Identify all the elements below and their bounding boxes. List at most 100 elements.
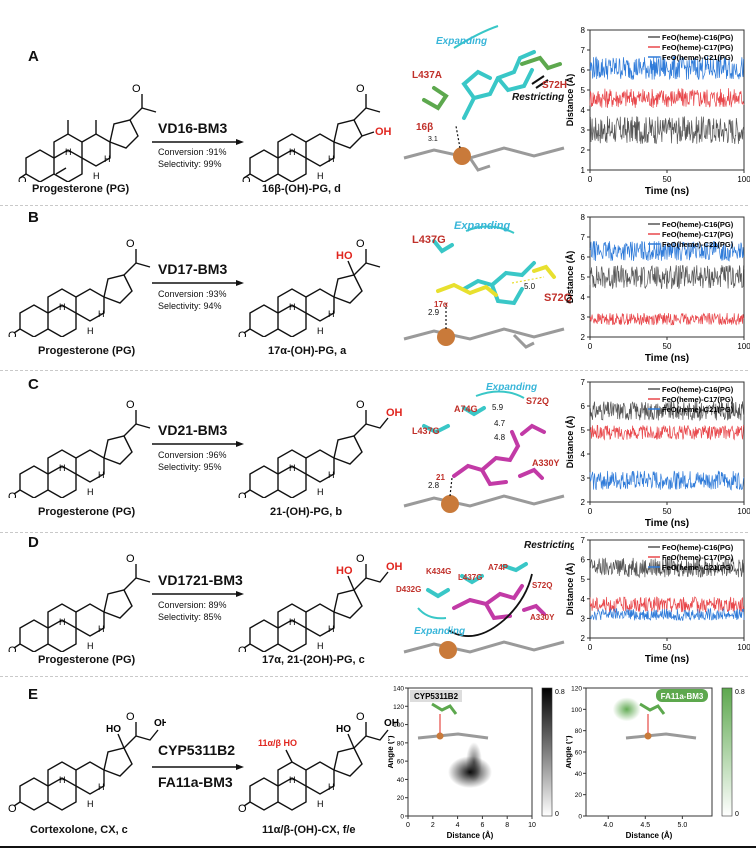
x-tick-label: 100: [737, 342, 750, 351]
selectivity-text: Selectivity: 85%: [158, 612, 222, 622]
series-line: [589, 596, 745, 614]
y-tick-label: 40: [397, 777, 405, 784]
md-distance-chart: 2 3 4 5 6 7 0 50 100 Time (ns) Distance (Å) FeO(hem…: [565, 378, 750, 529]
hydroxyl-label: HO: [336, 565, 353, 577]
legend-entry: FeO(heme)-C21(PG): [662, 405, 734, 414]
product-structure: OO HHH HO: [238, 238, 381, 337]
svg-text:O: O: [8, 645, 17, 652]
expanding-label: Expanding: [454, 220, 511, 232]
expanding-label: Expanding: [486, 382, 537, 393]
panel-label: E: [28, 686, 39, 703]
iron-atom: [436, 732, 444, 740]
y-tick-label: 120: [393, 704, 404, 711]
residue-label: D432G: [396, 585, 421, 594]
panel-label: D: [28, 534, 39, 551]
legend-entry: FeO(heme)-C21(PG): [662, 563, 734, 572]
chart-title: CYP5311B2: [414, 692, 459, 701]
panel-label: B: [28, 209, 39, 226]
legend-entry: FeO(heme)-C16(PG): [662, 385, 734, 394]
md-distance-chart: 1 2 3 4 5 6 7 8 0 50 100 Time (ns) Distance (Å) FeO(h…: [565, 26, 750, 197]
product-structure: OO HHH HO OH: [238, 553, 403, 652]
y-tick-label: 80: [397, 740, 405, 747]
svg-text:H: H: [59, 463, 66, 473]
selectivity-text: Selectivity: 99%: [158, 159, 222, 169]
y-tick-label: 3: [581, 474, 586, 483]
reaction-arrow: [152, 764, 244, 770]
expanding-label: Expanding: [436, 36, 487, 47]
svg-text:O: O: [238, 645, 247, 652]
substrate-name: Progesterone (PG): [32, 183, 130, 195]
series-line: [589, 312, 745, 326]
conversion-text: Conversion: 89%: [158, 600, 227, 610]
colorbar: [721, 687, 733, 817]
legend-entry: FeO(heme)-C21(PG): [662, 53, 734, 62]
y-tick-label: 5: [581, 575, 586, 584]
residue-label: S72H: [542, 80, 567, 91]
reaction-arrow: [152, 280, 244, 286]
substrate-structure: OO HO OH HHH: [8, 711, 166, 814]
product-structure: OO 11α/β HO HO OH HHH: [238, 711, 399, 814]
svg-text:O: O: [126, 399, 135, 411]
svg-text:O: O: [132, 83, 141, 95]
x-tick-label: 50: [663, 342, 672, 351]
x-axis-label: Time (ns): [645, 518, 689, 529]
series-line: [589, 55, 745, 81]
y-tick-label: 7: [581, 46, 586, 55]
enzyme-name: VD16-BM3: [158, 120, 228, 136]
svg-text:O: O: [126, 553, 135, 565]
heme-sketch: [417, 732, 489, 740]
substrate-structure: O O H H H H: [18, 83, 157, 182]
y-axis-label: Distance (Å): [565, 251, 575, 304]
md-distance-chart: 2 3 4 5 6 7 0 50 100 Time (ns) Distance (Å) FeO(hem…: [565, 536, 750, 665]
enzyme-name: FA11a-BM3: [158, 774, 233, 790]
product-name: 21-(OH)-PG, b: [270, 506, 343, 518]
product-name: 11α/β-(OH)-CX, f/e: [262, 824, 356, 836]
svg-text:H: H: [328, 154, 335, 164]
x-tick-label: 0: [588, 507, 593, 516]
x-axis-label: Distance (Å): [447, 831, 494, 840]
x-axis-label: Time (ns): [645, 353, 689, 364]
svg-text:H: H: [317, 487, 324, 497]
svg-text:O: O: [238, 330, 247, 337]
colorbar-max: 0.8: [735, 689, 745, 696]
svg-text:H: H: [289, 617, 296, 627]
residue-label: K434G: [426, 567, 451, 576]
colorbar-max: 0.8: [555, 689, 565, 696]
y-tick-label: 4: [581, 450, 586, 459]
x-tick-label: 5.0: [677, 822, 687, 829]
product-name: 16β-(OH)-PG, d: [262, 183, 341, 195]
svg-text:H: H: [65, 147, 72, 157]
substrate-structure: OO HHH: [8, 553, 151, 652]
product-structure: OO HHH OH: [238, 399, 403, 498]
residue-label: S72Q: [526, 396, 549, 406]
substrate-name: Cortexolone, CX, c: [30, 824, 128, 836]
residue-label: L437A: [412, 70, 442, 81]
distance-label: 5.0: [524, 282, 536, 291]
x-tick-label: 100: [737, 175, 750, 184]
svg-text:O: O: [356, 553, 365, 565]
svg-text:H: H: [59, 302, 66, 312]
svg-text:H: H: [289, 463, 296, 473]
hydroxyl-label: OH: [384, 718, 399, 729]
hydroxyl-label: 11α/β HO: [258, 738, 297, 748]
docking-pose: Restricting Expanding K434G D432G L437G …: [396, 540, 574, 659]
title-badge: [656, 689, 708, 702]
conversion-text: Conversion :91%: [158, 147, 227, 157]
product-name: 17α-(OH)-PG, a: [268, 345, 347, 357]
distance-label: 3.1: [428, 136, 438, 143]
substrate-structure: OO HHH: [8, 238, 151, 337]
expanding-label: Expanding: [414, 626, 465, 637]
series-line: [589, 264, 745, 289]
x-tick-label: 2: [431, 822, 435, 829]
residue-label: L437G: [412, 426, 440, 436]
residue-label: A330Y: [532, 458, 560, 468]
y-axis-label: Distance (Å): [565, 563, 575, 616]
svg-text:H: H: [98, 309, 105, 319]
svg-text:O: O: [242, 175, 251, 182]
position-label: 21: [436, 473, 445, 482]
svg-text:H: H: [289, 302, 296, 312]
divider: [0, 370, 748, 371]
y-tick-label: 2: [581, 333, 586, 342]
